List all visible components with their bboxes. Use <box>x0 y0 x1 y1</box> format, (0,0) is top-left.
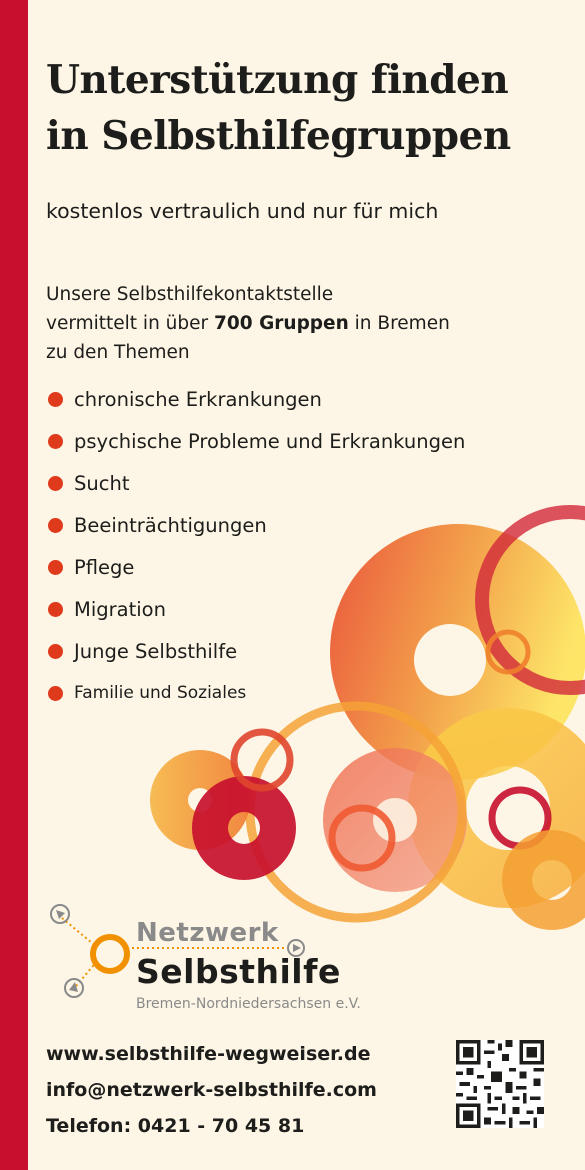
topic-label: Beeinträchtigungen <box>74 513 267 537</box>
topic-label: Sucht <box>74 471 130 495</box>
network-nodes-icon <box>50 904 305 998</box>
logo-selbsthilfe-text: Selbsthilfe <box>136 952 341 991</box>
crimson-ring <box>192 776 296 880</box>
topic-item: chronische Erkrankungen <box>48 378 465 420</box>
intro-group-count: 700 Gruppen <box>214 313 349 334</box>
small-orange-ring-center <box>328 804 396 872</box>
bullet-dot-icon <box>48 643 63 659</box>
topic-item: Beeinträchtigungen <box>48 504 465 546</box>
qr-code-icon[interactable] <box>456 1040 544 1128</box>
topic-label: psychische Probleme und Erkrankungen <box>74 429 466 453</box>
logo-netzwerk-text: Netzwerk <box>136 918 279 948</box>
topic-item: Familie und Soziales <box>48 672 465 714</box>
salmon-disc <box>323 748 467 892</box>
intro-text: Unsere Selbsthilfekontaktstelle vermitte… <box>46 280 546 367</box>
red-side-bar <box>0 0 28 1170</box>
headline: Unterstützung finden in Selbsthilfegrupp… <box>46 52 576 164</box>
intro-line-2-start: vermittelt in über <box>46 313 215 334</box>
topic-item: Junge Selbsthilfe <box>48 630 465 672</box>
topic-item: psychische Probleme und Erkrankungen <box>48 420 465 462</box>
intro-line-2-end: in Bremen <box>348 313 450 334</box>
topic-list: chronische Erkrankungen psychische Probl… <box>48 378 465 714</box>
small-orange-ring-top <box>485 629 531 675</box>
website-link[interactable]: www.selbsthilfe-wegweiser.de <box>46 1043 371 1065</box>
bullet-dot-icon <box>48 685 63 701</box>
bullet-dot-icon <box>48 391 63 407</box>
netzwerk-selbsthilfe-logo: Netzwerk Selbsthilfe Bremen-Nordniedersa… <box>40 900 460 1020</box>
intro-line-2: vermittelt in über 700 Gruppen in Bremen <box>46 309 546 338</box>
topic-label: Junge Selbsthilfe <box>74 639 238 663</box>
topic-item: Migration <box>48 588 465 630</box>
intro-line-3: zu den Themen <box>46 342 190 363</box>
topic-item: Sucht <box>48 462 465 504</box>
logo-region-text: Bremen-Nordniedersachsen e.V. <box>136 996 361 1012</box>
bullet-dot-icon <box>48 517 63 533</box>
topic-item: Pflege <box>48 546 465 588</box>
subline: kostenlos vertraulich und nur für mich <box>46 199 439 223</box>
bullet-dot-icon <box>48 433 63 449</box>
small-red-ring-left <box>230 728 294 792</box>
left-orange-ring <box>150 750 250 850</box>
intro-line-1: Unsere Selbsthilfekontaktstelle <box>46 284 334 305</box>
topic-label: Familie und Soziales <box>74 683 247 703</box>
headline-line-1: Unterstützung finden <box>46 57 509 103</box>
topic-label: Migration <box>74 597 166 621</box>
small-red-ring-right <box>488 786 552 850</box>
orange-outline-ring <box>245 701 467 923</box>
orange-ring-bottom-right <box>502 830 585 930</box>
topic-label: chronische Erkrankungen <box>74 387 322 411</box>
salmon-disc-hole <box>373 798 417 842</box>
topic-label: Pflege <box>74 555 135 579</box>
top-right-red-ring <box>475 505 585 695</box>
phone-number: Telefon: 0421 - 70 45 81 <box>46 1115 305 1137</box>
bullet-dot-icon <box>48 559 63 575</box>
email-link[interactable]: info@netzwerk-selbsthilfe.com <box>46 1079 377 1101</box>
contact-block: www.selbsthilfe-wegweiser.de info@netzwe… <box>46 1036 377 1144</box>
headline-line-2: in Selbsthilfegruppen <box>46 113 511 159</box>
yellow-right-ring <box>408 708 585 908</box>
bullet-dot-icon <box>48 601 63 617</box>
bullet-dot-icon <box>48 475 63 491</box>
